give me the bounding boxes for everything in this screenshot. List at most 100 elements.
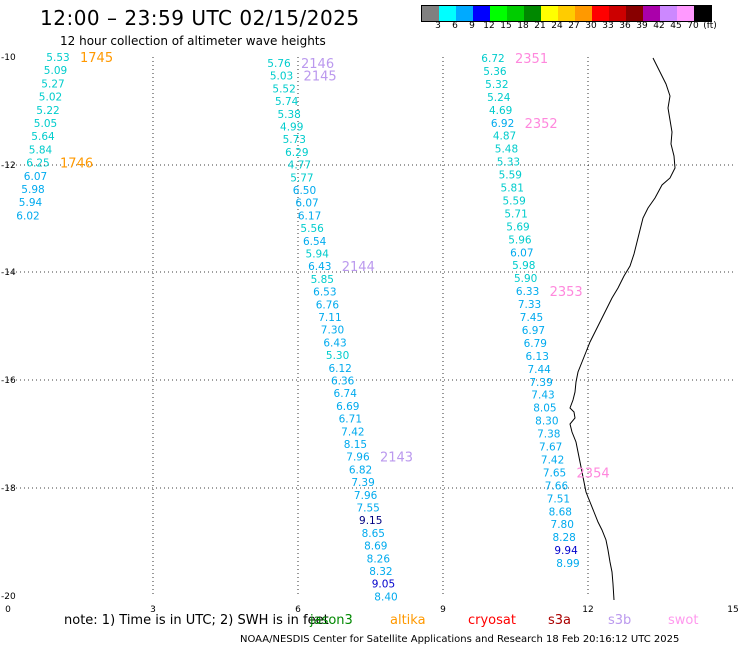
- y-tick-label: -18: [1, 484, 16, 494]
- x-tick-label: 9: [440, 605, 446, 615]
- wave-height-value: 5.30: [326, 350, 349, 362]
- x-tick-label: 12: [582, 605, 593, 615]
- wave-height-value: 5.09: [44, 65, 67, 77]
- pass-time-label: 2353: [550, 285, 583, 300]
- wave-height-value: 5.48: [495, 144, 518, 156]
- colorbar-label: 21: [534, 21, 546, 31]
- colorbar-label: 27: [568, 21, 580, 31]
- wave-height-value: 6.76: [316, 299, 340, 311]
- wave-height-value: 5.76: [267, 58, 291, 70]
- wave-height-value: 6.82: [349, 464, 372, 476]
- wave-height-value: 6.07: [295, 198, 318, 210]
- wave-height-value: 7.96: [346, 452, 370, 464]
- wave-height-value: 7.44: [527, 364, 551, 376]
- wave-height-value: 6.07: [510, 247, 533, 259]
- wave-height-value: 6.25: [26, 158, 49, 170]
- colorbar-label: 12: [483, 21, 495, 31]
- wave-height-value: 5.94: [306, 249, 330, 261]
- colorbar-swatch: [592, 6, 609, 21]
- wave-height-value: 5.84: [29, 144, 53, 156]
- footer-credit: NOAA/NESDIS Center for Satellite Applica…: [240, 634, 680, 645]
- legend-item-altika: altika: [390, 613, 426, 628]
- colorbar-label: 24: [551, 21, 563, 31]
- wave-height-value: 6.13: [526, 351, 549, 363]
- colorbar-swatch: [439, 6, 456, 21]
- wave-height-value: 5.24: [487, 92, 511, 104]
- colorbar-swatch: [541, 6, 558, 21]
- legend-item-s3a: s3a: [548, 613, 572, 628]
- pass-time-label: 2145: [304, 70, 337, 85]
- track-3: 6.725.365.325.244.696.924.875.485.335.59…: [481, 52, 609, 570]
- wave-height-value: 6.33: [516, 286, 539, 298]
- colorbar-swatch: [643, 6, 660, 21]
- colorbar-label: 9: [469, 21, 475, 31]
- colorbar-swatch: [609, 6, 626, 21]
- pass-time-label: 2143: [380, 451, 413, 466]
- colorbar-swatch: [575, 6, 592, 21]
- colorbar-swatch: [473, 6, 490, 21]
- wave-height-value: 7.96: [354, 490, 378, 502]
- wave-height-value: 5.94: [19, 197, 43, 209]
- wave-height-value: 8.28: [552, 532, 575, 544]
- x-tick-label: 6: [295, 605, 301, 615]
- wave-height-value: 7.55: [356, 503, 379, 515]
- note-text: note: 1) Time is in UTC; 2) SWH is in fe…: [64, 613, 329, 628]
- x-tick-label: 0: [5, 605, 11, 615]
- wave-height-value: 8.65: [362, 528, 385, 540]
- wave-height-value: 5.77: [290, 172, 313, 184]
- colorbar-label: 36: [619, 21, 631, 31]
- wave-height-value: 5.69: [506, 221, 529, 233]
- pass-time-label: 2146: [301, 57, 334, 72]
- wave-height-value: 5.53: [46, 52, 69, 64]
- legend-item-swot: swot: [668, 613, 699, 628]
- wave-height-value: 6.71: [339, 414, 362, 426]
- wave-height-value: 7.39: [529, 377, 552, 389]
- colorbar-swatch: [694, 6, 711, 21]
- x-tick-label: 3: [150, 605, 156, 615]
- colorbar-label: (ft): [703, 21, 717, 31]
- colorbar-swatch: [456, 6, 473, 21]
- wave-height-value: 7.43: [531, 390, 554, 402]
- colorbar-label: 45: [670, 21, 682, 31]
- wave-height-value: 6.72: [481, 53, 504, 65]
- colorbar-swatch: [660, 6, 677, 21]
- wave-height-value: 8.99: [556, 558, 579, 570]
- wave-height-value: 7.11: [318, 312, 341, 324]
- legend-item-s3b: s3b: [608, 613, 632, 628]
- wave-height-value: 4.69: [489, 105, 512, 117]
- wave-height-value: 5.81: [501, 183, 524, 195]
- wave-height-value: 5.73: [283, 134, 306, 146]
- legend-item-cryosat: cryosat: [468, 613, 516, 628]
- pass-time-label: 2354: [577, 466, 610, 481]
- wave-height-value: 8.32: [369, 566, 392, 578]
- colorbar-label: 42: [653, 21, 665, 31]
- wave-height-value: 7.51: [547, 493, 570, 505]
- wave-height-value: 5.05: [34, 118, 57, 130]
- colorbar-label: 15: [500, 21, 512, 31]
- chart-title: 12:00 – 23:59 UTC 02/15/2025: [40, 6, 360, 30]
- wave-height-value: 7.45: [520, 312, 543, 324]
- altimeter-tracks: 5.535.095.275.025.225.055.645.846.256.07…: [16, 51, 609, 603]
- wave-height-value: 7.33: [518, 299, 541, 311]
- wave-height-value: 5.96: [508, 234, 532, 246]
- wave-height-value: 5.27: [41, 78, 64, 90]
- track-1: 5.535.095.27 5.025.225.055.645.84 6.256.07…: [16, 51, 113, 222]
- wave-height-value: 8.68: [549, 506, 572, 518]
- x-tick-label: 15: [727, 605, 738, 615]
- wave-height-value: 5.98: [21, 184, 44, 196]
- wave-height-value: 5.38: [277, 109, 300, 121]
- wave-height-value: 5.02: [39, 92, 62, 104]
- wave-height-value: 6.74: [334, 388, 358, 400]
- pass-time-label: 1745: [80, 51, 113, 66]
- wave-height-value: 6.79: [524, 338, 547, 350]
- wave-height-value: 6.92: [491, 118, 514, 130]
- wave-height-value: 5.32: [485, 79, 508, 91]
- axis-tick-labels: 0 3 6 9 12 15 -10 -12 -14 -16 -18 -20: [1, 53, 739, 615]
- wave-height-value: 6.02: [16, 210, 39, 222]
- wave-height-value: 5.90: [514, 273, 537, 285]
- wave-height-value: 6.53: [313, 287, 336, 299]
- wave-height-value: 5.59: [502, 195, 525, 207]
- wave-height-value: 9.15: [359, 515, 382, 527]
- wave-height-value: 9.05: [372, 579, 395, 591]
